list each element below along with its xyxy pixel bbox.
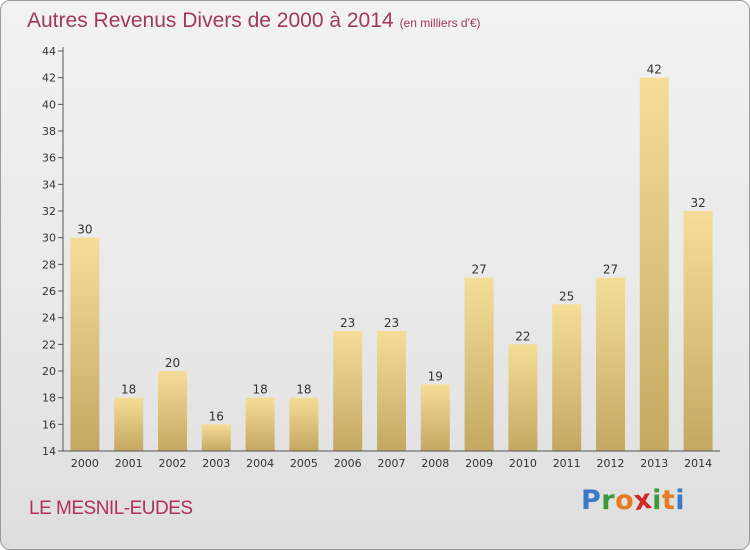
bar-2008 bbox=[420, 384, 450, 451]
bar-2000 bbox=[70, 237, 100, 451]
y-tick-label: 14 bbox=[42, 445, 56, 458]
bar-value-label: 23 bbox=[384, 316, 399, 330]
bar-2001 bbox=[114, 397, 144, 451]
x-tick-label: 2011 bbox=[553, 457, 581, 470]
bar-2012 bbox=[596, 277, 625, 451]
bar-2011 bbox=[552, 304, 582, 451]
x-tick-label: 2007 bbox=[378, 457, 406, 470]
bar-2005 bbox=[289, 397, 319, 451]
logo-letter: x bbox=[632, 483, 655, 518]
chart-title: Autres Revenus Divers de 2000 à 2014 (en … bbox=[27, 9, 481, 33]
bar-value-label: 18 bbox=[252, 383, 267, 397]
y-tick-label: 40 bbox=[42, 98, 56, 111]
y-tick-label: 36 bbox=[42, 152, 56, 165]
bar-value-label: 18 bbox=[296, 383, 311, 397]
bar-value-label: 27 bbox=[603, 263, 618, 277]
x-tick-label: 2004 bbox=[246, 457, 274, 470]
x-tick-label: 2006 bbox=[334, 457, 362, 470]
bar-value-label: 18 bbox=[121, 383, 136, 397]
proxiti-logo: Proxiti bbox=[581, 483, 686, 518]
logo-letter: t bbox=[661, 485, 676, 516]
x-tick-label: 2002 bbox=[159, 457, 187, 470]
bar-value-label: 30 bbox=[77, 223, 92, 237]
x-axis: 2000 2001 2002 2003 2004 2005 2006 2007 2008 2009… bbox=[63, 450, 720, 470]
y-tick-label: 42 bbox=[42, 72, 56, 85]
bar-2010 bbox=[508, 344, 538, 451]
y-tick-label: 22 bbox=[42, 338, 56, 351]
bar-2009 bbox=[464, 277, 494, 451]
bar-2006 bbox=[333, 331, 363, 451]
x-tick-label: 2012 bbox=[597, 457, 625, 470]
y-tick-label: 44 bbox=[42, 45, 56, 58]
bar-2003 bbox=[201, 424, 231, 451]
bar-2007 bbox=[377, 331, 406, 451]
y-tick-label: 38 bbox=[42, 125, 56, 138]
chart-subtitle: (en milliers d'€) bbox=[399, 16, 481, 30]
bar-value-label: 16 bbox=[209, 409, 224, 423]
y-tick-label: 20 bbox=[42, 365, 56, 378]
bar-2004 bbox=[245, 397, 275, 451]
x-tick-label: 2001 bbox=[115, 457, 143, 470]
bar-value-label: 42 bbox=[647, 63, 662, 77]
y-tick-label: 24 bbox=[42, 312, 56, 325]
x-tick-label: 2000 bbox=[71, 457, 99, 470]
y-axis: 14 16 18 20 22 24 26 28 30 32 34 36 38 40 42 44 bbox=[42, 45, 64, 458]
bar-value-label: 20 bbox=[165, 356, 180, 370]
bars: 30 18 20 16 18 18 23 23 19 27 22 25 27 42 32 bbox=[70, 63, 713, 452]
bar-2002 bbox=[158, 371, 187, 451]
y-tick-label: 16 bbox=[42, 418, 56, 431]
x-tick-label: 2005 bbox=[290, 457, 318, 470]
x-tick-label: 2014 bbox=[684, 457, 712, 470]
logo-letter: i bbox=[675, 485, 686, 516]
logo-letter: r bbox=[601, 485, 616, 516]
y-tick-label: 28 bbox=[42, 258, 56, 271]
bar-value-label: 22 bbox=[515, 329, 530, 343]
y-tick-label: 32 bbox=[42, 205, 56, 218]
x-tick-label: 2010 bbox=[509, 457, 537, 470]
bar-value-label: 27 bbox=[471, 263, 486, 277]
bar-value-label: 25 bbox=[559, 289, 574, 303]
x-tick-label: 2013 bbox=[640, 457, 668, 470]
bar-2014 bbox=[683, 211, 713, 451]
y-tick-label: 34 bbox=[42, 178, 56, 191]
y-tick-label: 26 bbox=[42, 285, 56, 298]
logo-letter: P bbox=[581, 485, 602, 516]
x-tick-label: 2008 bbox=[421, 457, 449, 470]
y-tick-label: 18 bbox=[42, 392, 56, 405]
logo-letter: i bbox=[652, 485, 662, 516]
x-tick-label: 2003 bbox=[202, 457, 230, 470]
x-tick-label: 2009 bbox=[465, 457, 493, 470]
chart-title-text: Autres Revenus Divers de 2000 à 2014 bbox=[27, 9, 394, 32]
bar-value-label: 32 bbox=[690, 196, 705, 210]
bar-2013 bbox=[639, 77, 669, 452]
bar-value-label: 19 bbox=[428, 369, 443, 383]
location-label: LE MESNIL-EUDES bbox=[29, 498, 193, 519]
logo-letter: o bbox=[615, 485, 635, 516]
bar-value-label: 23 bbox=[340, 316, 355, 330]
y-tick-label: 30 bbox=[42, 232, 56, 245]
